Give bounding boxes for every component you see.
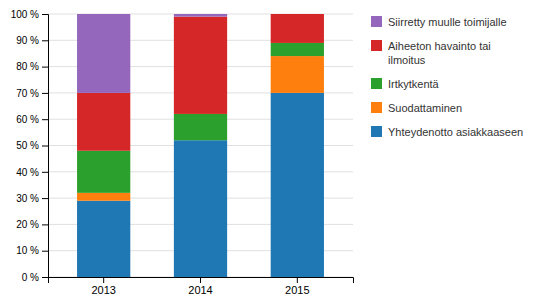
y-tick-label: 0 % bbox=[22, 272, 39, 283]
legend-swatch bbox=[371, 78, 382, 89]
legend-swatch bbox=[371, 102, 382, 113]
series bbox=[77, 14, 324, 151]
legend-item: Yhteydenotto asiakkaaseen bbox=[371, 126, 523, 138]
y-tick-mark bbox=[42, 67, 48, 68]
bar-segment bbox=[271, 93, 324, 277]
bar-segment bbox=[77, 93, 130, 151]
y-tick-mark bbox=[42, 172, 48, 173]
y-tick-label: 100 % bbox=[11, 9, 39, 20]
x-tick-mark bbox=[297, 277, 298, 283]
bar-segment bbox=[174, 14, 227, 17]
y-tick-mark bbox=[42, 14, 48, 15]
x-tick-mark bbox=[200, 277, 201, 283]
legend-label: Yhteydenotto asiakkaaseen bbox=[388, 126, 523, 138]
y-tick-label: 40 % bbox=[16, 167, 39, 178]
y-tick: 40 % bbox=[16, 167, 48, 178]
bar-segment bbox=[174, 17, 227, 114]
bar-segment bbox=[271, 14, 324, 15]
x-axis-line bbox=[49, 278, 354, 284]
x-tick-label: 2014 bbox=[188, 284, 212, 296]
legend-label: Suodattaminen bbox=[388, 102, 462, 114]
y-tick-label: 80 % bbox=[16, 61, 39, 72]
legend-swatch bbox=[371, 40, 382, 51]
y-tick-label: 20 % bbox=[16, 219, 39, 230]
legend-swatch bbox=[371, 16, 382, 27]
legend-item: Siirretty muulle toimijalle bbox=[371, 16, 507, 28]
bar-segment bbox=[77, 193, 130, 201]
x-tick-mark bbox=[103, 277, 104, 283]
legend: Siirretty muulle toimijalle Aiheeton hava… bbox=[371, 16, 523, 138]
bar-segment bbox=[77, 201, 130, 277]
y-axis: 0 % 10 % 20 % 30 % 40 % 50 % 60 % 70 % 80 % 90 % 1… bbox=[11, 9, 49, 283]
legend-label: Siirretty muulle toimijalle bbox=[388, 16, 507, 28]
y-tick: 100 % bbox=[11, 9, 48, 20]
x-tick-label: 2013 bbox=[91, 284, 115, 296]
y-tick-label: 70 % bbox=[16, 88, 39, 99]
y-tick-mark bbox=[42, 198, 48, 199]
y-tick: 90 % bbox=[16, 35, 48, 46]
y-axis-line bbox=[42, 15, 49, 278]
bar-segment bbox=[174, 114, 227, 140]
legend-item: Irtkytkentä bbox=[371, 78, 440, 90]
y-tick-mark bbox=[42, 40, 48, 41]
y-tick-mark bbox=[42, 277, 48, 278]
y-tick-mark bbox=[42, 93, 48, 94]
bars bbox=[77, 14, 324, 277]
bar-segment bbox=[77, 14, 130, 93]
y-tick-label: 10 % bbox=[16, 245, 39, 256]
y-tick-label: 30 % bbox=[16, 193, 39, 204]
y-tick: 70 % bbox=[16, 88, 48, 99]
series bbox=[77, 14, 227, 93]
legend-label: Aiheeton havainto taiilmoitus bbox=[388, 40, 491, 66]
y-tick: 30 % bbox=[16, 193, 48, 204]
y-tick-mark bbox=[42, 251, 48, 252]
y-tick: 60 % bbox=[16, 114, 48, 125]
chart: 0 % 10 % 20 % 30 % 40 % 50 % 60 % 70 % 80 % 90 % 1… bbox=[0, 0, 533, 307]
bar-segment bbox=[271, 14, 324, 43]
y-tick: 50 % bbox=[16, 140, 48, 151]
plot: 0 % 10 % 20 % 30 % 40 % 50 % 60 % 70 % 80 % 90 % 1… bbox=[11, 9, 354, 296]
x-axis: 2013 2014 2015 bbox=[49, 277, 354, 296]
x-tick: 2014 bbox=[188, 277, 212, 296]
legend-item: Suodattaminen bbox=[371, 102, 462, 114]
y-tick: 0 % bbox=[22, 272, 48, 283]
bar-segment bbox=[271, 43, 324, 56]
y-tick: 10 % bbox=[16, 245, 48, 256]
y-tick-mark bbox=[42, 146, 48, 147]
legend-item: Aiheeton havainto taiilmoitus bbox=[371, 40, 491, 66]
y-tick-mark bbox=[42, 119, 48, 120]
y-tick-mark bbox=[42, 224, 48, 225]
bar-segment bbox=[77, 151, 130, 193]
legend-swatch bbox=[371, 126, 382, 137]
y-tick: 20 % bbox=[16, 219, 48, 230]
x-tick: 2013 bbox=[91, 277, 115, 296]
x-tick: 2015 bbox=[285, 277, 309, 296]
series bbox=[77, 93, 324, 277]
bar-segment bbox=[271, 56, 324, 93]
grid bbox=[48, 14, 353, 277]
legend-label: Irtkytkentä bbox=[388, 78, 440, 90]
bar-segment bbox=[174, 140, 227, 277]
y-tick-label: 90 % bbox=[16, 35, 39, 46]
x-tick-label: 2015 bbox=[285, 284, 309, 296]
y-tick-label: 60 % bbox=[16, 114, 39, 125]
y-tick-label: 50 % bbox=[16, 140, 39, 151]
y-tick: 80 % bbox=[16, 61, 48, 72]
